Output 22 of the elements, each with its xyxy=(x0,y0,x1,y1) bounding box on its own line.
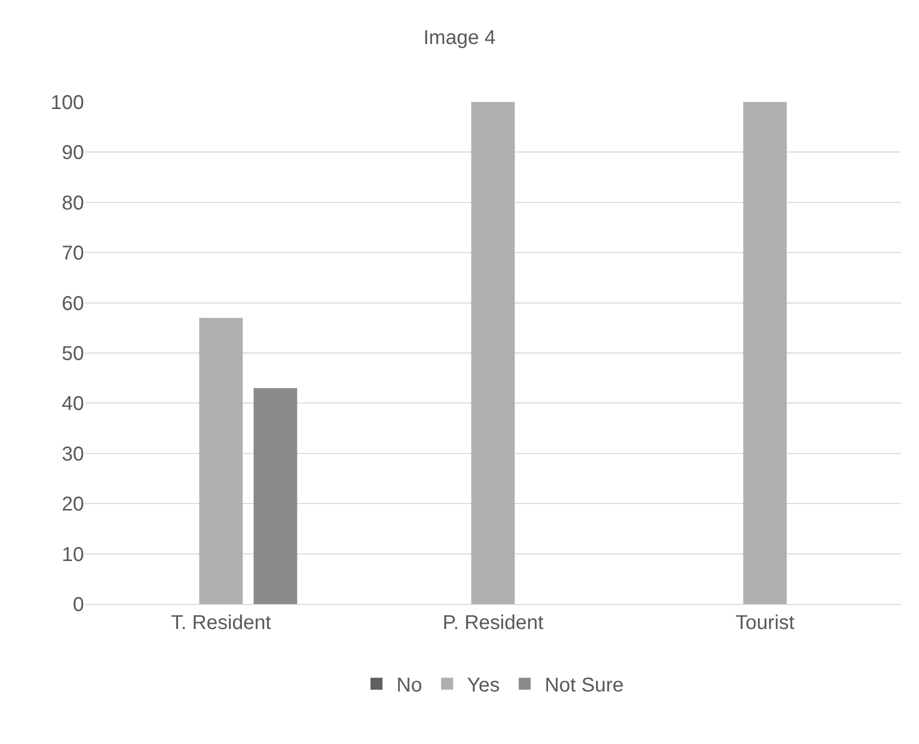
y-tick-label: 100 xyxy=(50,92,84,114)
bar xyxy=(199,318,243,604)
y-tick-label: 20 xyxy=(62,494,84,516)
y-tick-label: 80 xyxy=(62,192,84,214)
legend-label: No xyxy=(396,674,422,697)
y-tick-label: 40 xyxy=(62,393,84,416)
y-tick-label: 30 xyxy=(62,443,84,466)
y-tick-label: 70 xyxy=(62,242,84,265)
y-tick-label: 10 xyxy=(62,544,84,566)
y-tick-label: 50 xyxy=(62,343,84,365)
y-tick-label: 60 xyxy=(62,292,84,315)
bar xyxy=(471,102,515,604)
x-tick-label: P. Resident xyxy=(442,612,544,634)
legend-label: Not Sure xyxy=(544,674,624,697)
legend-label: Yes xyxy=(467,674,500,697)
bar xyxy=(254,388,298,604)
y-tick-label: 90 xyxy=(62,142,84,164)
x-tick-label: T. Resident xyxy=(170,612,272,634)
chart-title: Image 4 xyxy=(423,26,496,49)
bar xyxy=(743,102,787,604)
y-tick-label: 0 xyxy=(72,594,84,616)
x-tick-label: Tourist xyxy=(736,612,795,634)
